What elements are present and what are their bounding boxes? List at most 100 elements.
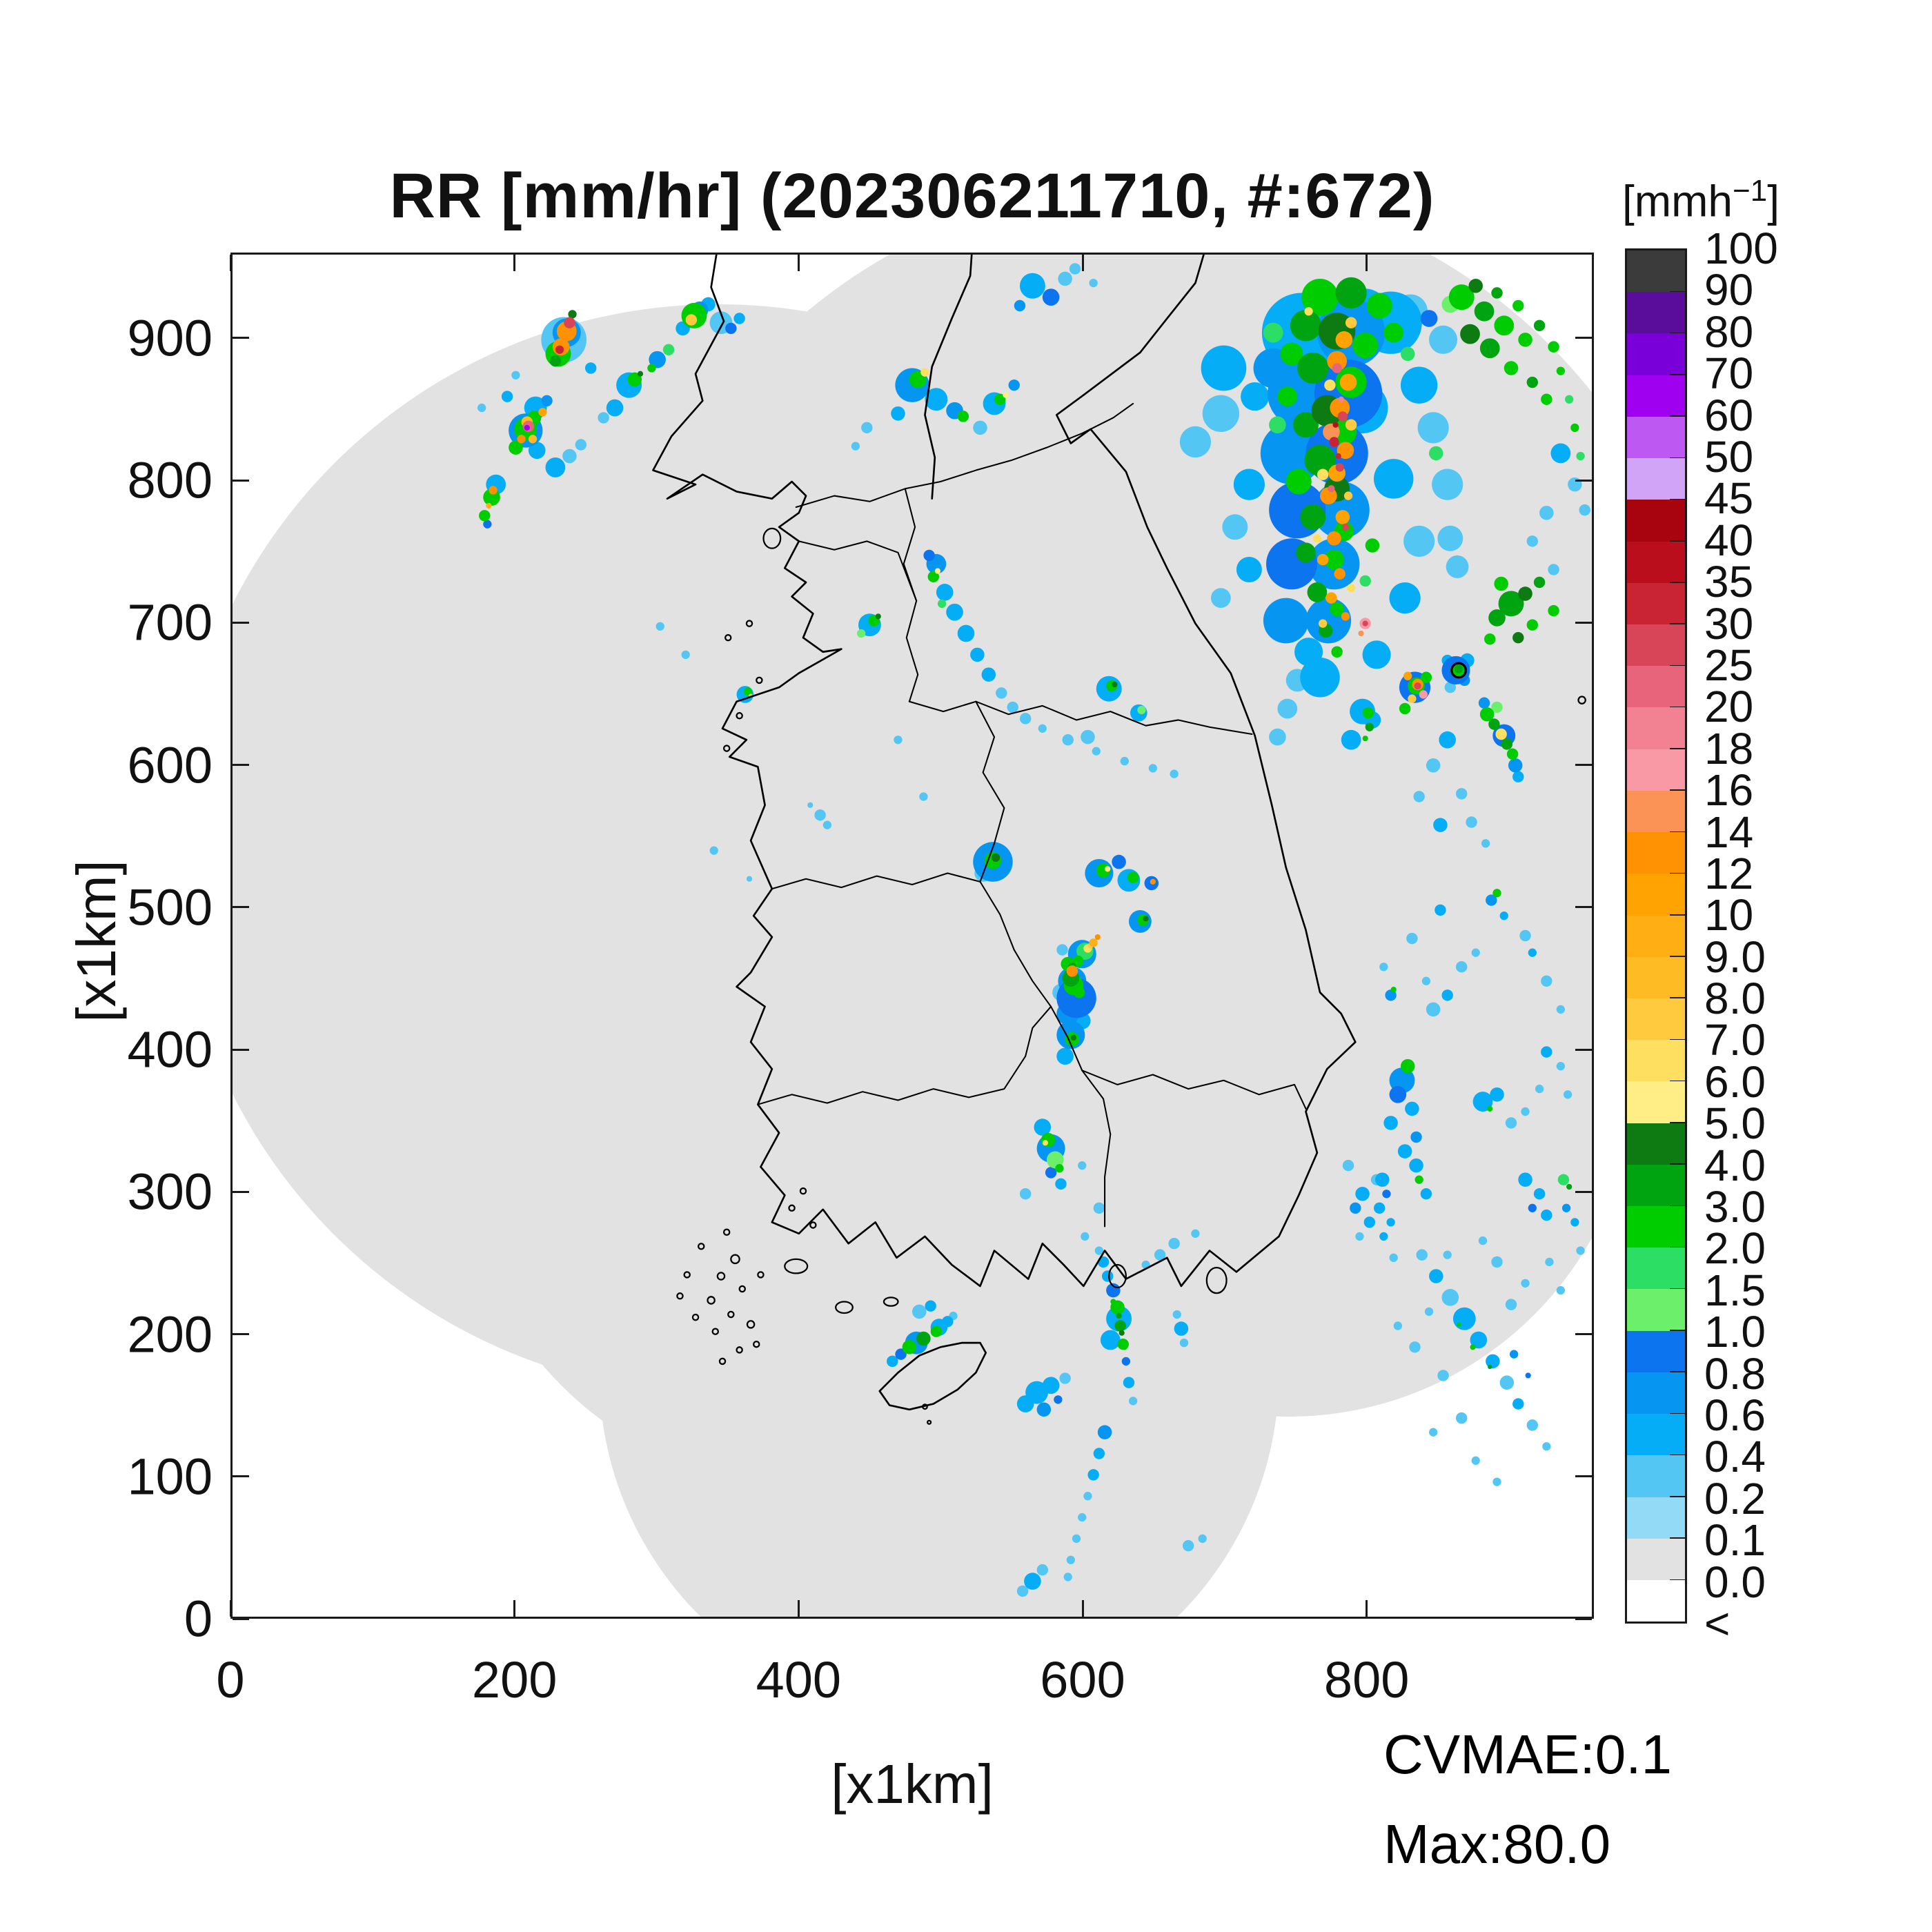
precipitation-cell: [1478, 1236, 1488, 1245]
precipitation-cell: [1042, 1140, 1048, 1146]
precipitation-cell: [1399, 702, 1411, 715]
colorbar-segment: [1627, 956, 1685, 1000]
precipitation-cell: [1479, 338, 1500, 359]
small-island-dot: [746, 1320, 756, 1329]
colorbar-tick-label: <: [1704, 1599, 1731, 1648]
precipitation-cell: [1337, 411, 1348, 422]
y-tick-mark-right: [1575, 1333, 1592, 1335]
precipitation-cell: [861, 422, 873, 434]
precipitation-cell: [1277, 386, 1298, 407]
precipitation-cell: [1114, 1320, 1126, 1332]
precipitation-cell: [1498, 591, 1524, 617]
colorbar-unit-label: [mmh−1]: [1622, 174, 1780, 226]
colorbar-segment: [1627, 915, 1685, 958]
precipitation-cell: [1337, 442, 1354, 460]
precipitation-cell: [1112, 854, 1126, 869]
precipitation-cell: [1112, 681, 1118, 688]
colorbar-tick-label: 35: [1704, 557, 1754, 607]
y-tick-mark-right: [1575, 764, 1592, 766]
precipitation-cell: [1280, 342, 1303, 366]
precipitation-cell: [927, 571, 939, 582]
precipitation-cell: [1375, 1172, 1390, 1187]
contour-ring: [1450, 662, 1468, 679]
precipitation-cell: [1548, 564, 1559, 575]
precipitation-cell: [1056, 1047, 1074, 1065]
colorbar-segment: [1627, 1580, 1685, 1622]
precipitation-cell: [1472, 1092, 1493, 1112]
precipitation-cell: [1484, 633, 1496, 645]
small-island-dot: [745, 620, 753, 627]
colorbar-tick-label: 8.0: [1704, 974, 1766, 1024]
precipitation-cell: [1541, 393, 1552, 405]
precipitation-cell: [1420, 310, 1438, 327]
colorbar-segment: [1627, 1289, 1685, 1332]
precipitation-cell: [662, 344, 675, 355]
precipitation-cell: [1579, 504, 1590, 516]
precipitation-cell: [1329, 437, 1339, 447]
precipitation-cell: [1241, 382, 1270, 411]
precipitation-cell: [1397, 1144, 1412, 1159]
y-tick-label: 300: [127, 1163, 213, 1221]
precipitation-cell: [1202, 395, 1240, 433]
small-island-dot: [736, 712, 743, 720]
precipitation-cell: [1293, 412, 1319, 438]
y-tick-label: 900: [127, 309, 213, 367]
precipitation-cell: [1034, 1118, 1052, 1136]
precipitation-cell: [1403, 671, 1412, 680]
precipitation-cell: [957, 411, 969, 422]
coastline: [652, 255, 1357, 1288]
x-tick-mark-top: [229, 255, 232, 271]
x-tick-mark-top: [1366, 255, 1368, 271]
precipitation-cell: [1439, 731, 1456, 749]
colorbar-segment: [1627, 1497, 1685, 1540]
colorbar-tick-label: 1.5: [1704, 1265, 1766, 1315]
colorbar-tick-label: 18: [1704, 723, 1754, 773]
precipitation-cell: [973, 420, 987, 435]
precipitation-cell: [1355, 1232, 1364, 1241]
precipitation-cell: [1345, 317, 1357, 328]
colorbar-tick-label: 25: [1704, 640, 1754, 690]
precipitation-cell: [1565, 395, 1574, 404]
x-tick-label: 400: [756, 1651, 842, 1708]
y-tick-label: 500: [127, 878, 213, 936]
precipitation-cell: [541, 395, 553, 407]
precipitation-cell: [1426, 1002, 1441, 1017]
precipitation-cell: [1263, 598, 1309, 644]
page-title: RR [mm/hr] (202306211710, #:672): [389, 161, 1435, 231]
precipitation-cell: [1345, 419, 1357, 431]
precipitation-cell: [1312, 534, 1322, 543]
precipitation-cell: [598, 412, 609, 424]
colorbar-tick-label: 1.0: [1704, 1307, 1766, 1357]
precipitation-cell: [1561, 1203, 1571, 1212]
precipitation-cell: [1318, 619, 1328, 628]
colorbar-tick-label: 100: [1704, 224, 1778, 273]
colorbar-segment: [1627, 375, 1685, 418]
precipitation-cell: [1521, 1107, 1530, 1116]
precipitation-cell: [1420, 1188, 1432, 1200]
precipitation-cell: [1437, 525, 1463, 551]
precipitation-cell: [1383, 1116, 1398, 1130]
y-tick-mark-right: [1575, 1475, 1592, 1478]
province-border: [908, 700, 1253, 736]
y-tick-mark-right: [1575, 337, 1592, 339]
precipitation-cell: [1362, 707, 1374, 719]
precipitation-cell: [1269, 416, 1286, 434]
x-tick-label: 0: [216, 1651, 245, 1708]
precipitation-cell: [925, 1300, 936, 1312]
colorbar-tick-label: 0.2: [1704, 1473, 1766, 1524]
precipitation-cell: [1100, 1330, 1121, 1350]
precipitation-cell: [1400, 1058, 1415, 1074]
precipitation-cell: [1429, 446, 1443, 461]
precipitation-cell: [1343, 491, 1353, 500]
province-border: [795, 402, 1134, 509]
small-island-dot: [727, 1310, 735, 1319]
precipitation-cell: [1332, 363, 1342, 373]
x-tick-label: 200: [471, 1651, 558, 1708]
precipitation-cell: [1433, 818, 1448, 832]
colorbar-segment: [1627, 1040, 1685, 1083]
precipitation-cell: [1556, 1285, 1566, 1295]
precipitation-cell: [1324, 379, 1336, 391]
precipitation-cell: [486, 502, 492, 509]
precipitation-cell: [483, 520, 492, 529]
precipitation-cell: [1358, 630, 1364, 637]
